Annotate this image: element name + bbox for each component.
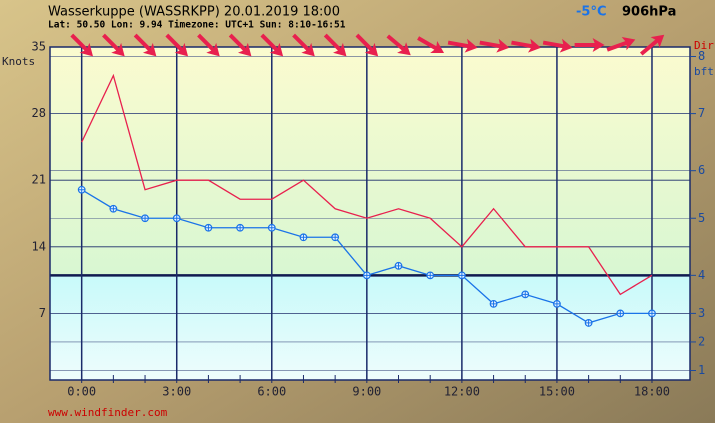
point — [267, 223, 276, 232]
point — [141, 214, 149, 223]
point-cross — [363, 272, 370, 279]
x-tick-label: 6:00 — [257, 385, 286, 399]
direction-arrow — [606, 37, 636, 52]
direction-arrow — [260, 33, 284, 57]
y2-tick-label: 8 — [698, 49, 705, 63]
point — [553, 299, 561, 308]
point-cross — [173, 215, 180, 222]
temperature: -5°C — [576, 5, 606, 20]
point — [394, 261, 403, 270]
direction-arrow — [102, 33, 125, 57]
point-cross — [458, 272, 465, 279]
point — [77, 185, 86, 194]
pressure: 906hPa — [622, 5, 676, 20]
chart-title: Wasserkuppe (WASSRKPP) 20.01.2019 18:00 — [48, 5, 340, 20]
y-axis-label: Knots — [2, 55, 35, 68]
point — [109, 204, 118, 213]
direction-arrow — [292, 33, 315, 57]
y2-axis-label: bft — [694, 65, 714, 78]
direction-label: Dir — [694, 39, 714, 52]
point — [299, 233, 308, 242]
point-cross — [617, 310, 624, 317]
point-cross — [395, 262, 402, 269]
point — [584, 319, 593, 327]
direction-arrow — [639, 34, 665, 56]
series-line — [81, 73, 653, 296]
point-cross — [110, 205, 117, 212]
point-cross — [585, 319, 592, 326]
point-cross — [205, 224, 212, 231]
y2-tick-label: 6 — [698, 163, 705, 177]
source: www.windfinder.com — [48, 406, 168, 419]
point — [426, 271, 435, 280]
point — [204, 223, 213, 232]
x-tick-label: 0:00 — [67, 385, 96, 399]
point-cross — [427, 272, 434, 279]
point-cross — [268, 224, 275, 231]
x-tick-label: 3:00 — [162, 385, 191, 399]
direction-arrow — [386, 34, 411, 56]
y-tick-label: 35 — [32, 40, 46, 54]
point-cross — [648, 310, 655, 317]
direction-arrow — [197, 33, 220, 57]
y2-tick-label: 7 — [698, 106, 705, 120]
point — [616, 309, 625, 318]
point — [331, 233, 340, 242]
x-tick-label: 15:00 — [539, 385, 575, 399]
point — [489, 299, 498, 308]
point — [362, 271, 371, 280]
y-tick-label: 14 — [32, 239, 46, 253]
y2-tick-label: 2 — [698, 334, 705, 348]
point — [521, 290, 530, 299]
y2-tick-label: 3 — [698, 306, 705, 320]
direction-arrow — [511, 38, 542, 53]
x-tick-label: 18:00 — [634, 385, 670, 399]
point-cross — [332, 234, 339, 241]
direction-arrow — [70, 33, 93, 57]
plot-band-low — [50, 275, 690, 380]
point-cross — [522, 291, 529, 298]
subtitle: Lat: 50.50 Lon: 9.94 Timezone: UTC+1 Sun… — [48, 20, 346, 31]
point — [648, 309, 656, 318]
point-cross — [300, 234, 307, 241]
direction-arrow — [447, 38, 478, 53]
direction-arrow — [323, 33, 347, 57]
direction-arrow — [417, 36, 445, 54]
direction-arrow — [133, 33, 157, 57]
x-tick-label: 9:00 — [352, 385, 381, 399]
y2-tick-label: 4 — [698, 268, 705, 282]
point — [457, 271, 466, 280]
y-tick-label: 28 — [32, 106, 46, 120]
plot-band-high — [50, 47, 690, 276]
y-tick-label: 7 — [39, 306, 46, 320]
y2-tick-label: 1 — [698, 363, 705, 377]
direction-arrow — [165, 33, 189, 57]
direction-arrow — [479, 38, 510, 53]
point-cross — [490, 300, 497, 307]
point-cross — [237, 224, 244, 231]
direction-arrow — [574, 38, 605, 52]
point — [172, 214, 181, 223]
point — [236, 223, 244, 232]
y-tick-label: 21 — [32, 173, 46, 187]
direction-arrow — [542, 38, 573, 53]
point-cross — [78, 186, 85, 193]
y2-tick-label: 5 — [698, 211, 705, 225]
direction-arrow — [355, 33, 379, 57]
direction-arrow — [228, 33, 252, 57]
x-tick-label: 12:00 — [444, 385, 480, 399]
point-cross — [142, 215, 149, 222]
point-cross — [553, 300, 560, 307]
